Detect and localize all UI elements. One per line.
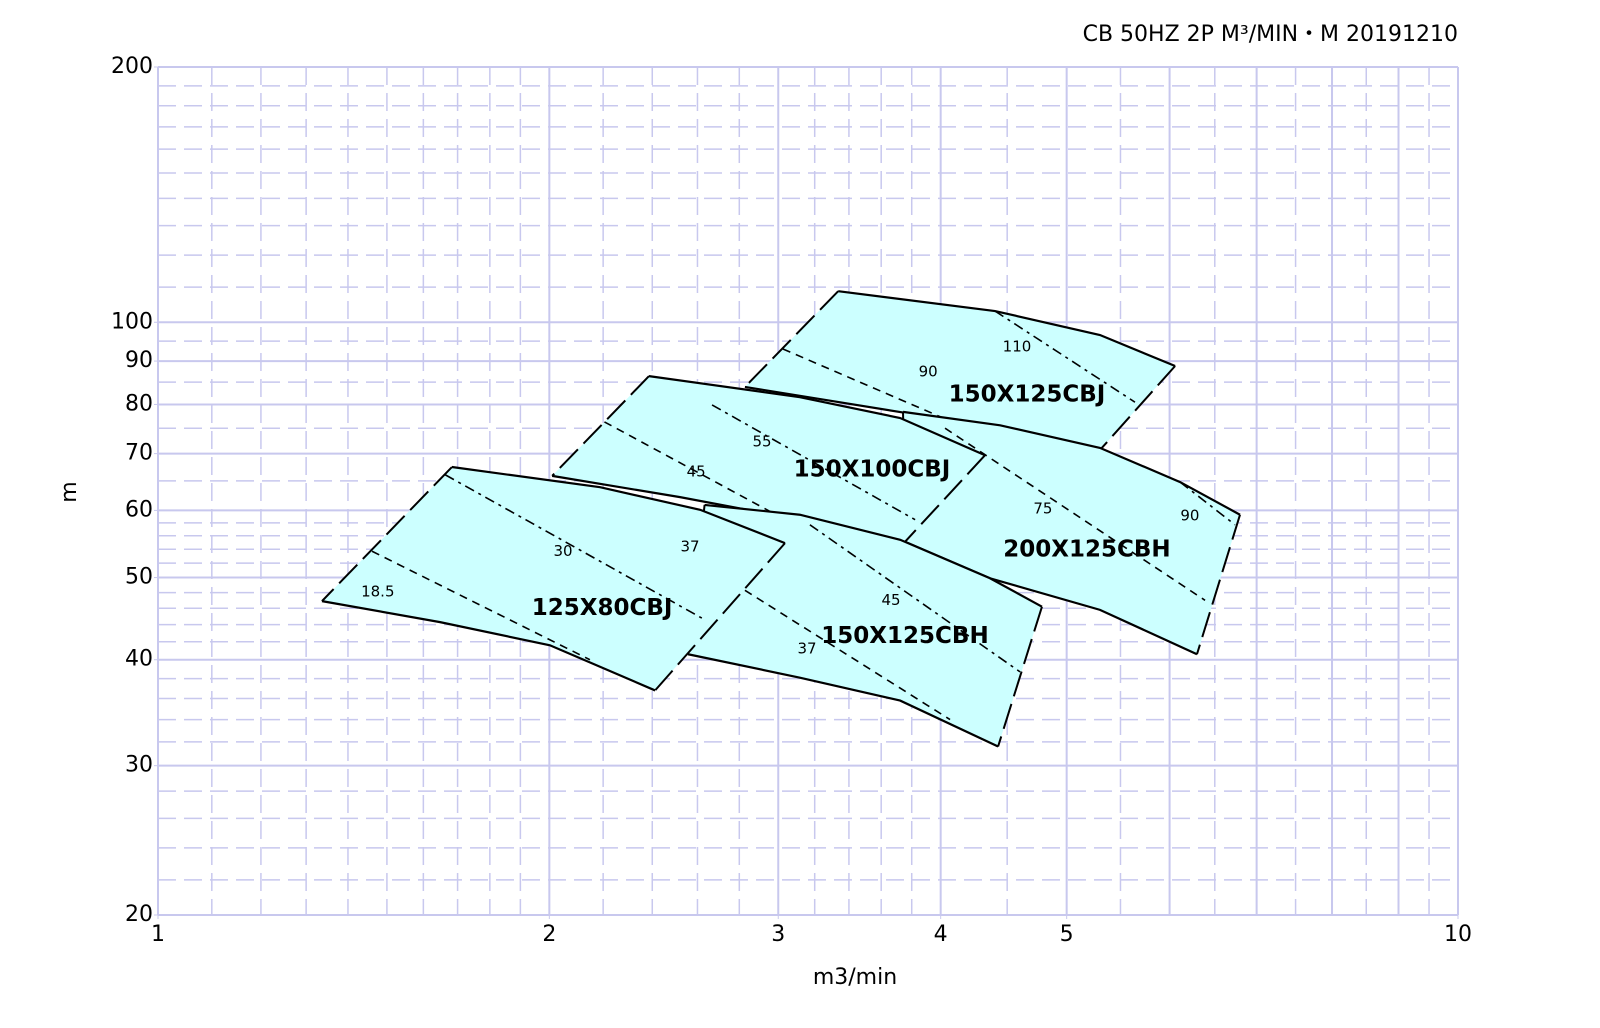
y-tick-label: 20 [125,902,153,927]
motor-divider [944,427,1206,602]
motor-divider [711,404,916,521]
motor-kw-label: 18.5 [361,582,394,600]
motor-divider [782,348,961,427]
x-tick-label: 1 [151,922,165,947]
motor-divider [444,474,705,621]
region-side [321,466,453,602]
region-side [551,375,650,477]
motor-kw-label: 45 [881,591,900,609]
region-top [838,290,1176,368]
region-side [904,454,986,543]
y-tick-label: 30 [125,753,153,778]
region-name: 150X125CBH [821,623,988,649]
region-name: 200X125CBH [1003,536,1170,562]
motor-kw-label: 90 [919,362,938,380]
motor-divider [744,589,951,721]
motor-divider [809,524,1021,673]
motor-kw-label: 37 [680,538,699,556]
y-axis-label: m [57,481,82,502]
motor-kw-label: 45 [687,462,706,480]
region-side [744,290,839,388]
motor-kw-label: 37 [798,639,817,657]
region-top [648,375,986,457]
motor-kw-label: 55 [752,433,771,451]
region-top [704,503,1043,608]
region-bottom [321,600,656,692]
x-tick-label: 2 [542,922,556,947]
x-tick-label: 3 [771,922,785,947]
region-fill [552,376,986,542]
motor-divider [604,421,791,523]
region-name: 125X80CBJ [532,595,673,621]
region-side [997,606,1043,747]
x-tick-label: 10 [1444,922,1472,947]
x-tick-label: 5 [1060,922,1074,947]
motor-divider [994,310,1136,403]
y-tick-label: 40 [125,647,153,672]
x-tick-label: 4 [934,922,948,947]
motor-kw-label: 30 [553,542,572,560]
region-side [1196,514,1241,655]
y-tick-label: 100 [111,309,153,334]
y-tick-label: 70 [125,441,153,466]
region-top [451,465,786,545]
y-tick-label: 50 [125,565,153,590]
region-fill [744,291,1176,450]
region-top [902,410,1241,516]
motor-kw-label: 75 [1033,500,1052,518]
x-axis-label: m3/min [813,965,897,990]
region-name: 150X125CBJ [949,381,1106,407]
region-side [1099,365,1176,451]
y-tick-label: 200 [111,54,153,79]
region-bottom [687,653,999,748]
region-name: 150X100CBJ [794,456,951,482]
y-tick-label: 80 [125,391,153,416]
y-tick-label: 60 [125,497,153,522]
motor-kw-label: 90 [1180,506,1199,524]
y-tick-label: 90 [125,348,153,373]
region-fill [688,504,1042,747]
motor-kw-label: 110 [1003,338,1032,356]
motor-divider [371,550,591,661]
chart-title: CB 50HZ 2P M³/MIN・M 20191210 [1083,22,1458,47]
region-fill [321,467,785,691]
